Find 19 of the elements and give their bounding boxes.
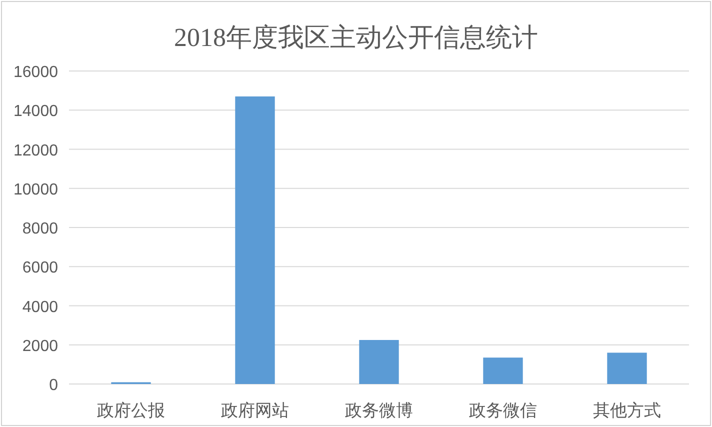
y-tick-label: 14000 bbox=[14, 103, 58, 120]
y-tick-label: 16000 bbox=[14, 64, 58, 81]
bar bbox=[483, 358, 523, 384]
bar bbox=[607, 352, 647, 384]
y-tick-label: 12000 bbox=[14, 142, 58, 160]
x-tick-label: 政务微信 bbox=[469, 401, 537, 420]
y-tick-label: 2000 bbox=[22, 338, 58, 355]
chart-title: 2018年度我区主动公开信息统计 bbox=[174, 23, 538, 52]
x-tick-label: 政府公报 bbox=[97, 401, 165, 420]
y-tick-label: 6000 bbox=[22, 260, 58, 277]
y-tick-label: 8000 bbox=[22, 220, 58, 238]
y-tick-label: 10000 bbox=[14, 181, 58, 198]
x-tick-label: 政府网站 bbox=[221, 401, 289, 420]
bar bbox=[235, 96, 275, 384]
x-tick-label: 其他方式 bbox=[593, 401, 661, 420]
y-tick-label: 0 bbox=[49, 377, 58, 394]
bar bbox=[359, 340, 399, 384]
y-tick-label: 4000 bbox=[22, 298, 58, 316]
x-tick-label: 政务微博 bbox=[345, 401, 413, 420]
